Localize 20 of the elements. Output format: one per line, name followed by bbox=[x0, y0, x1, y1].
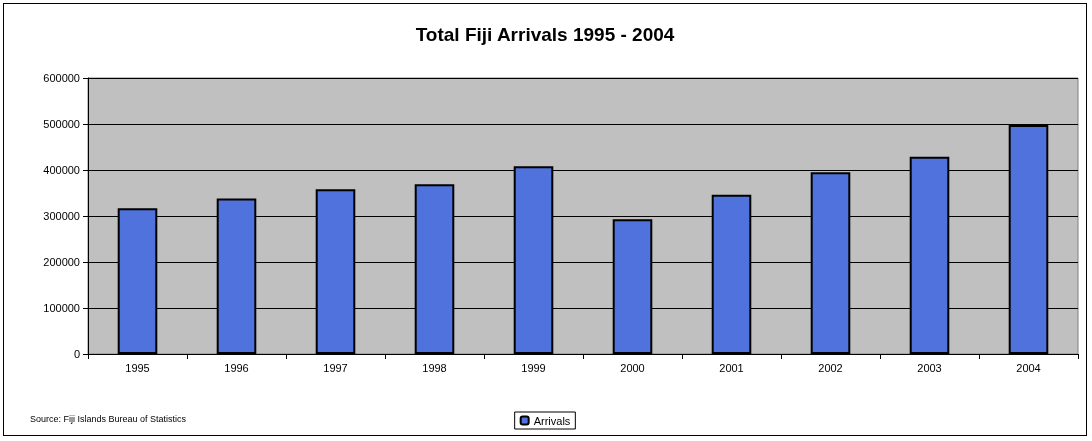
x-tick-label: 2004 bbox=[1016, 361, 1041, 374]
y-tick-label: 0 bbox=[73, 348, 80, 360]
x-tick-label: 1999 bbox=[521, 361, 546, 374]
legend-label: Arrivals bbox=[533, 414, 571, 427]
x-tick-label: 2001 bbox=[719, 361, 744, 374]
x-tick-label: 2000 bbox=[620, 361, 645, 374]
x-tick-label: 1996 bbox=[224, 361, 249, 374]
x-tick-label: 2003 bbox=[917, 361, 942, 374]
chart-title: Total Fiji Arrivals 1995 - 2004 bbox=[415, 24, 675, 45]
y-tick-label: 600000 bbox=[43, 72, 80, 84]
y-tick-label: 200000 bbox=[43, 256, 80, 268]
x-tick-label: 2002 bbox=[818, 361, 843, 374]
y-tick-label: 400000 bbox=[43, 164, 80, 176]
x-tick-label: 1998 bbox=[422, 361, 447, 374]
x-tick-label: 1995 bbox=[125, 361, 150, 374]
source-note: Source: Fiji Islands Bureau of Statistics bbox=[30, 413, 187, 424]
y-tick-label: 300000 bbox=[43, 210, 80, 222]
y-tick-label: 500000 bbox=[43, 118, 80, 130]
x-tick-label: 1997 bbox=[323, 361, 348, 374]
y-tick-label: 100000 bbox=[43, 302, 80, 314]
